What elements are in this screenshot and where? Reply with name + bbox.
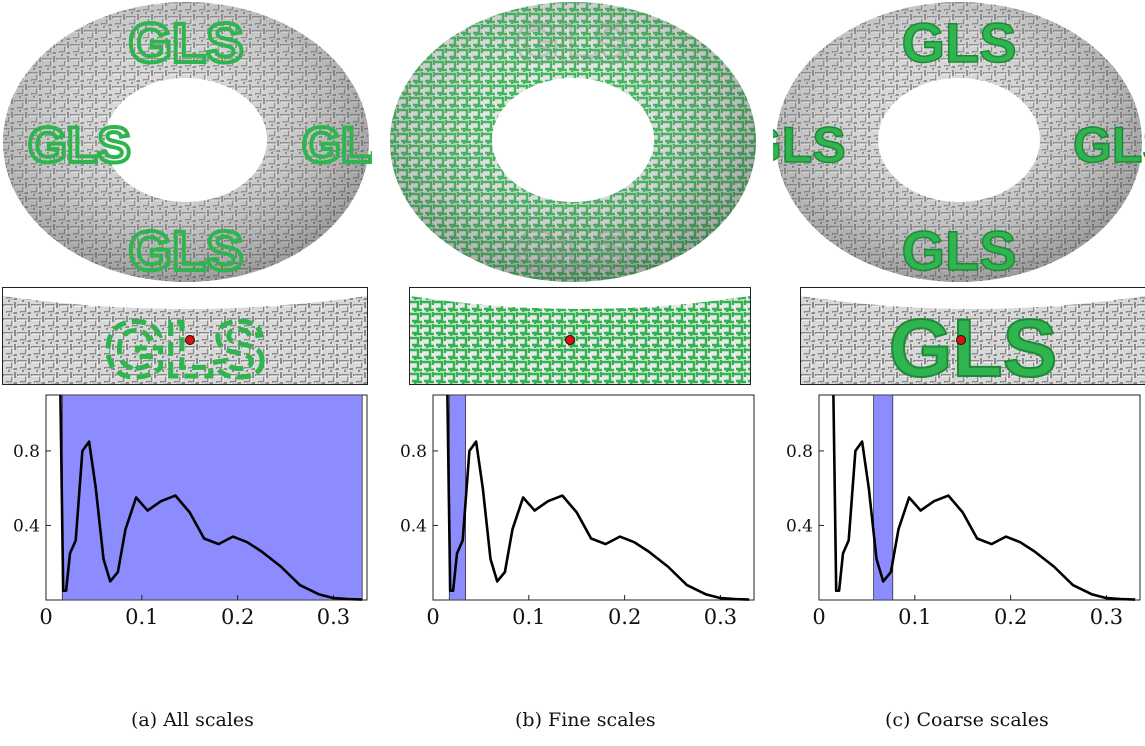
plot-frame [818, 394, 1141, 601]
selected-scale-band [448, 394, 466, 601]
watermark-top: GLS [128, 11, 243, 74]
x-tick-label: 0 [812, 605, 825, 629]
x-tick-label: 0.3 [317, 605, 350, 629]
x-tick-label: 0.2 [221, 605, 254, 629]
x-tick-label: 0.3 [1090, 605, 1123, 629]
x-tick-label: 0.1 [125, 605, 158, 629]
closeup-watermark: GLS [889, 303, 1058, 384]
watermark-left: GLS [773, 117, 846, 173]
closeup-b [409, 287, 751, 385]
watermark-top: GLS [901, 11, 1016, 74]
scale-plot-c: 0.4 0.8 0 0.1 0.2 0.3 [786, 394, 1141, 629]
torus-render-a: GLS GLS GLS GLS [2, 2, 372, 282]
x-tick-label: 0.1 [512, 605, 545, 629]
closeup-watermark: GLS [105, 305, 265, 384]
x-tick-label: 0.3 [704, 605, 737, 629]
caption-a: (a) All scales [131, 709, 254, 731]
closeup-a: GLS [2, 287, 368, 385]
plot-frame [432, 394, 755, 601]
y-tick-label: 0.4 [400, 516, 427, 536]
panel-a: GLS GLS GLS GLS GLS 0.4 0.8 0 0.1 0.2 0.3 (a)… [0, 0, 372, 746]
panel-c: GLS GLS GLS GLS GLS 0.4 0.8 0 0.1 0.2 0.3 (c)… [773, 0, 1145, 746]
y-tick-label: 0.4 [786, 516, 813, 536]
x-tick-label: 0.2 [994, 605, 1027, 629]
x-tick-label: 0 [39, 605, 52, 629]
watermark-top: GLS [515, 11, 630, 74]
selected-scale-band [61, 394, 363, 601]
panel-b: GLS GLS 0.4 0.8 0 0.1 0.2 0.3 (b) Fine scales [387, 0, 759, 746]
query-point [565, 335, 575, 345]
density-line [832, 394, 1136, 601]
watermark-bottom: GLS [128, 219, 243, 282]
torus-render-b: GLS GLS [389, 2, 756, 282]
watermark-right: GLS [302, 117, 372, 173]
density-line [446, 394, 750, 601]
watermark-left: GLS [28, 117, 131, 173]
x-tick-label: 0 [426, 605, 439, 629]
scale-plot-a: 0.4 0.8 0 0.1 0.2 0.3 [13, 394, 368, 629]
x-tick-label: 0.1 [898, 605, 931, 629]
closeup-c: GLS [800, 287, 1145, 385]
watermark-bottom: GLS [515, 219, 630, 282]
y-tick-label: 0.8 [786, 442, 813, 462]
x-tick-label: 0.2 [608, 605, 641, 629]
scale-plot-b: 0.4 0.8 0 0.1 0.2 0.3 [400, 394, 755, 629]
query-point [185, 335, 195, 345]
query-point [956, 335, 966, 345]
density-line [59, 394, 363, 601]
caption-b: (b) Fine scales [515, 709, 656, 731]
selected-scale-band [873, 394, 894, 601]
y-tick-label: 0.4 [13, 516, 40, 536]
watermark-right: GLS [1073, 117, 1145, 173]
torus-render-c: GLS GLS GLS GLS [773, 2, 1145, 282]
y-tick-label: 0.8 [13, 442, 40, 462]
y-tick-label: 0.8 [400, 442, 427, 462]
watermark-bottom: GLS [901, 219, 1016, 282]
caption-c: (c) Coarse scales [885, 709, 1049, 731]
